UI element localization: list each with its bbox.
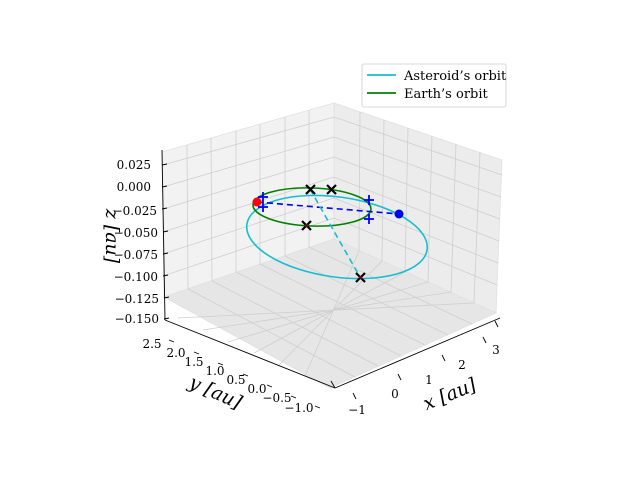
z-tick-label: 0.025 [117,158,151,172]
y-tick-label: −0.5 [262,391,291,405]
tick-marks [161,163,499,409]
dashed-lines [256,188,400,278]
legend: Asteroid’s orbit Earth’s orbit [361,63,507,108]
y-tick-label: 2.0 [166,346,185,360]
asteroid-arrival-marker [355,272,366,283]
z-tick-label: −0.025 [113,204,157,218]
axes-panes [161,102,503,389]
transfer-line [309,188,361,278]
asteroid-departure-marker [301,220,312,231]
y-tick-label: 0.0 [247,382,266,396]
y-tick-labels: 2.5 2.0 1.5 1.0 0.5 0.0 −0.5 −1.0 [142,337,313,415]
aphelion-dot [394,209,404,219]
y-tick-label: 2.5 [142,337,161,351]
z-tick-label: −0.100 [114,270,158,284]
x-tick-label: 1 [425,373,433,387]
x-tick-label: 2 [458,358,466,372]
earth-departure-marker [305,184,316,195]
sun-marker [326,184,337,195]
z-tick-label: 0.000 [117,180,151,194]
z-tick-labels: 0.025 0.000 −0.025 −0.050 −0.075 −0.100 … [113,158,159,326]
z-axis-label: z [au] [101,208,123,264]
node-markers [258,192,374,224]
perihelion-dot [252,197,262,207]
y-tick-label: 1.0 [205,364,224,378]
legend-earth-label: Earth’s orbit [404,87,489,102]
x-tick-label: 3 [492,343,500,357]
z-tick-label: −0.075 [114,248,158,262]
y-tick-label: 1.5 [184,355,203,369]
y-axis-line [164,319,336,389]
x-tick-label: −1 [348,403,366,417]
z-axis-line [161,149,166,321]
x-axis-line [334,317,501,389]
grid-lines [162,110,503,378]
apsidal-line [256,201,400,215]
y-tick-label: 0.5 [226,373,245,387]
z-tick-label: −0.050 [114,226,158,240]
x-tick-labels: −1 0 1 2 3 [348,343,500,417]
z-tick-label: −0.150 [115,312,159,326]
x-tick-label: 0 [391,387,399,401]
y-tick-label: −1.0 [284,401,313,415]
legend-box [361,63,507,108]
markers [252,184,404,283]
legend-asteroid-label: Asteroid’s orbit [403,69,507,84]
asteroid-orbit-line [245,194,429,280]
axis-lines [161,149,501,389]
z-tick-label: −0.125 [115,292,159,306]
